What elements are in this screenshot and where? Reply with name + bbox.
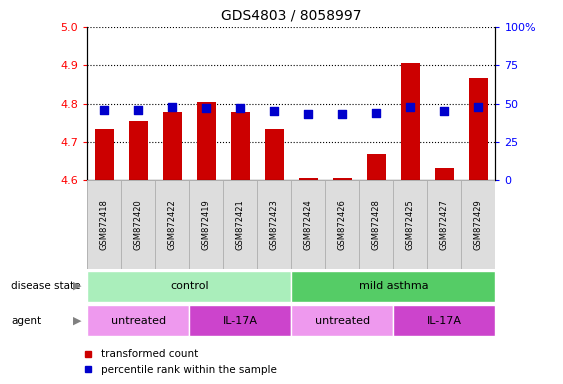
Bar [87, 271, 292, 302]
Bar [95, 129, 114, 180]
Bar [359, 180, 394, 269]
Point [372, 110, 381, 116]
Text: GSM872423: GSM872423 [270, 199, 279, 250]
Bar [292, 180, 325, 269]
Bar [292, 271, 495, 302]
Bar [292, 305, 394, 336]
Text: GSM872427: GSM872427 [440, 199, 449, 250]
Point [202, 105, 211, 111]
Bar [87, 180, 121, 269]
Point [134, 107, 143, 113]
Point [236, 105, 245, 111]
Bar [333, 178, 352, 180]
Point [100, 107, 109, 113]
Bar [435, 168, 454, 180]
Bar [224, 180, 257, 269]
Text: GSM872429: GSM872429 [474, 199, 483, 250]
Bar [462, 180, 495, 269]
Bar [469, 78, 488, 180]
Point [168, 104, 177, 110]
Bar [163, 112, 182, 180]
Text: GSM872424: GSM872424 [304, 199, 313, 250]
Text: agent: agent [11, 316, 42, 326]
Text: mild asthma: mild asthma [359, 281, 428, 291]
Bar [427, 180, 462, 269]
Text: GSM872428: GSM872428 [372, 199, 381, 250]
Text: GSM872419: GSM872419 [202, 199, 211, 250]
Text: GSM872418: GSM872418 [100, 199, 109, 250]
Point [406, 104, 415, 110]
Bar [121, 180, 155, 269]
Bar [394, 305, 495, 336]
Bar [231, 112, 249, 180]
Text: control: control [170, 281, 209, 291]
Bar [189, 180, 224, 269]
Text: disease state: disease state [11, 281, 81, 291]
Text: GSM872425: GSM872425 [406, 199, 415, 250]
Text: IL-17A: IL-17A [223, 316, 258, 326]
Text: GSM872421: GSM872421 [236, 199, 245, 250]
Bar [189, 305, 292, 336]
Text: GSM872420: GSM872420 [134, 199, 143, 250]
Bar [197, 102, 216, 180]
Text: IL-17A: IL-17A [427, 316, 462, 326]
Title: GDS4803 / 8058997: GDS4803 / 8058997 [221, 9, 361, 23]
Text: GSM872426: GSM872426 [338, 199, 347, 250]
Bar [325, 180, 359, 269]
Point [474, 104, 483, 110]
Bar [87, 305, 189, 336]
Text: untreated: untreated [315, 316, 370, 326]
Text: GSM872422: GSM872422 [168, 199, 177, 250]
Bar [155, 180, 189, 269]
Bar [265, 129, 284, 180]
Bar [367, 154, 386, 180]
Point [440, 108, 449, 114]
Text: untreated: untreated [111, 316, 166, 326]
Point [270, 108, 279, 114]
Point [338, 111, 347, 118]
Bar [401, 63, 420, 180]
Bar [394, 180, 427, 269]
Text: ▶: ▶ [73, 281, 82, 291]
Bar [257, 180, 292, 269]
Bar [129, 121, 148, 180]
Bar [299, 178, 318, 180]
Legend: transformed count, percentile rank within the sample: transformed count, percentile rank withi… [78, 345, 282, 379]
Text: ▶: ▶ [73, 316, 82, 326]
Point [304, 111, 313, 118]
